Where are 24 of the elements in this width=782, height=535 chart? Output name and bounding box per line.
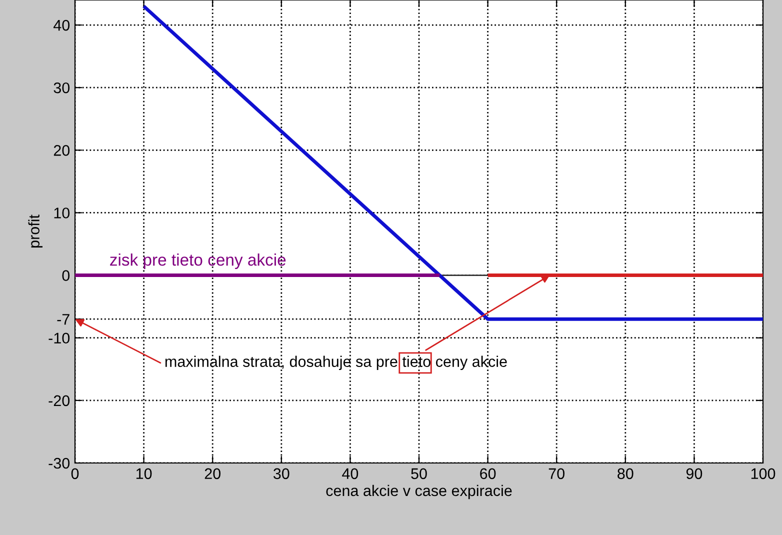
y-tick-label: -7 (57, 314, 70, 325)
y-tick-label: 40 (54, 20, 70, 31)
y-axis-title: profit (28, 214, 43, 248)
y-tick-label: 10 (54, 208, 70, 218)
x-tick-label: 40 (342, 468, 358, 480)
y-tick-label: -20 (48, 395, 70, 406)
y-tick-label: 20 (54, 145, 70, 156)
x-tick-label: 50 (411, 468, 427, 480)
x-tick-label: 20 (204, 468, 220, 480)
y-tick-label: 30 (54, 82, 70, 94)
annotation: maximalna strata, dosahuje sa pre tieto ceny akcie (165, 356, 507, 370)
x-tick-label: 80 (618, 468, 634, 480)
x-tick-label: 60 (480, 468, 496, 480)
y-tick-label: -30 (48, 458, 70, 469)
y-tick-label: -10 (48, 332, 70, 344)
x-tick-label: 100 (751, 468, 776, 480)
x-tick-label: 70 (548, 468, 564, 480)
x-tick-label: 10 (136, 468, 152, 480)
y-tick-label: 0 (62, 270, 70, 281)
x-tick-label: 30 (273, 468, 290, 480)
x-tick-label: 0 (71, 468, 79, 480)
series-label: zisk pre tieto ceny akcie (110, 254, 286, 270)
x-axis-title: cena akcie v case expiracie (326, 484, 512, 500)
x-tick-label: 90 (686, 468, 702, 480)
